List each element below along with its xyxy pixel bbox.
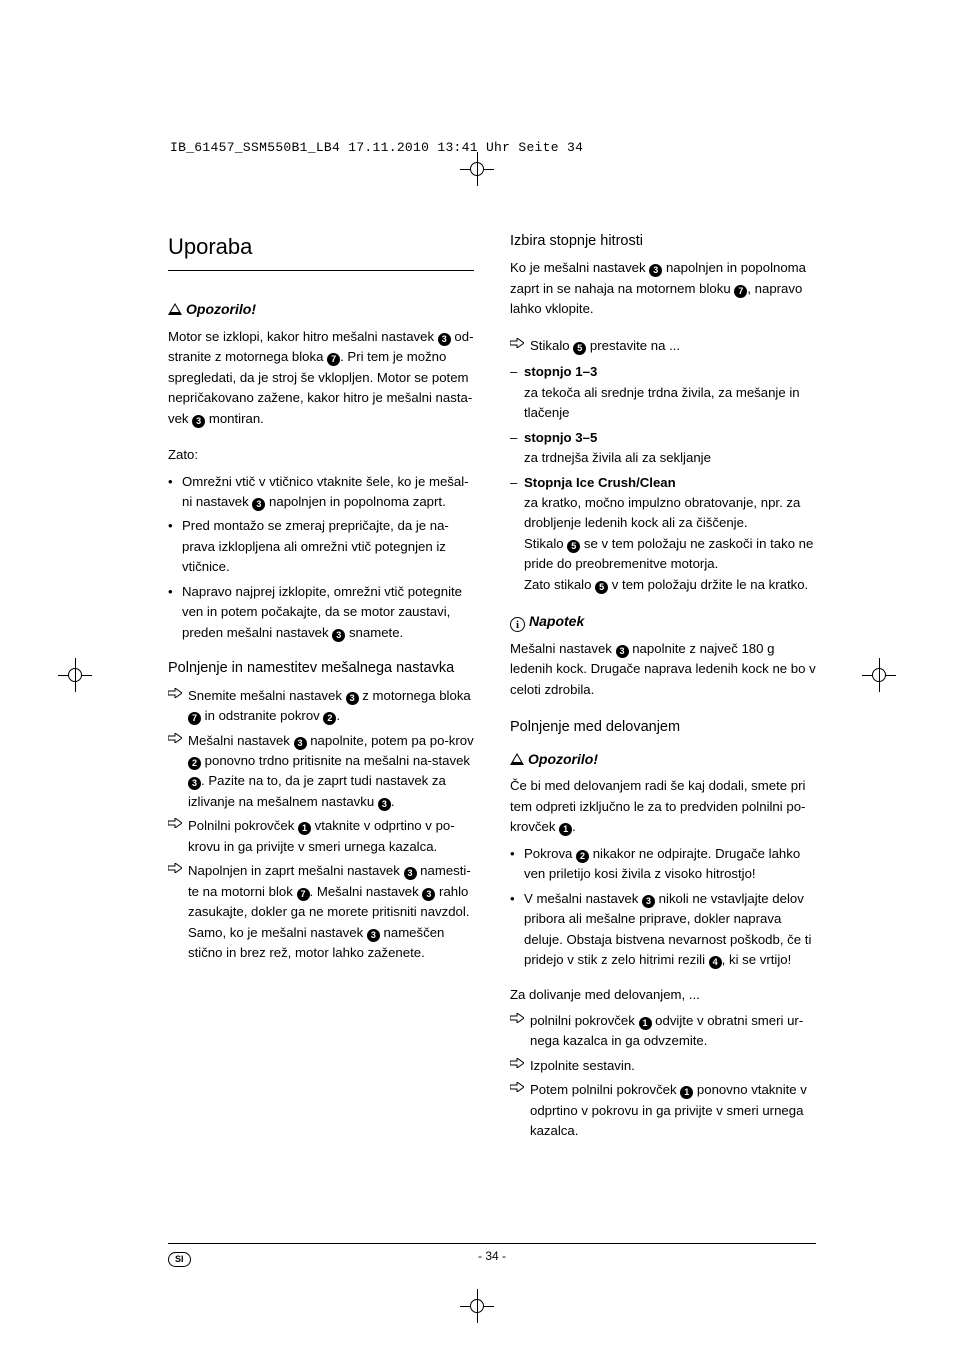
ref-3-icon: 3 xyxy=(192,415,205,428)
ref-1-icon: 1 xyxy=(559,823,572,836)
refill-intro: Za dolivanje med delovanjem, ... xyxy=(510,985,816,1005)
ref-1-icon: 1 xyxy=(298,822,311,835)
ref-3-icon: 3 xyxy=(404,867,417,880)
warning-label: Opozorilo! xyxy=(186,301,256,317)
ref-2-icon: 2 xyxy=(576,850,589,863)
ref-3-icon: 3 xyxy=(332,629,345,642)
step-item: Polnilni pokrovček 1 vtaknite v odprtino… xyxy=(168,816,474,857)
note-text: Mešalni nastavek 3 napolnite z največ 18… xyxy=(510,639,816,700)
warning-text: Če bi med delovanjem radi še kaj dodali,… xyxy=(510,776,816,837)
subheading-fill-running: Polnjenje med delovanjem xyxy=(510,716,816,738)
warning-bullets: Omrežni vtič v vtičnico vtaknite šele, k… xyxy=(168,472,474,644)
rule xyxy=(168,270,474,271)
step-arrow-icon xyxy=(510,1082,524,1092)
step-item: Napolnjen in zaprt mešalni nastavek 3 na… xyxy=(168,861,474,963)
step-item: Snemite mešalni nastavek 3 z motornega b… xyxy=(168,686,474,727)
ref-3-icon: 3 xyxy=(422,888,435,901)
ref-7-icon: 7 xyxy=(188,712,201,725)
warning-heading: Opozorilo! xyxy=(510,749,816,771)
ref-5-icon: 5 xyxy=(573,342,586,355)
step-arrow-icon xyxy=(168,688,182,698)
bullet-item: Pokrova 2 nikakor ne odpirajte. Drugače … xyxy=(510,844,816,885)
ref-3-icon: 3 xyxy=(294,737,307,750)
language-badge: SI xyxy=(168,1252,191,1267)
step-list: Snemite mešalni nastavek 3 z motornega b… xyxy=(168,686,474,964)
subheading-speed: Izbira stopnje hitrosti xyxy=(510,230,816,252)
step-item: Izpolnite sestavin. xyxy=(510,1056,816,1076)
bullet-item: Napravo najprej izklopite, omrežni vtič … xyxy=(168,582,474,643)
ref-3-icon: 3 xyxy=(188,777,201,790)
warning-text: Motor se izklopi, kakor hitro mešalni na… xyxy=(168,327,474,429)
note-label: Napotek xyxy=(529,613,584,629)
ref-3-icon: 3 xyxy=(252,498,265,511)
ref-1-icon: 1 xyxy=(680,1086,693,1099)
ref-7-icon: 7 xyxy=(327,353,340,366)
step-arrow-icon xyxy=(168,863,182,873)
ref-4-icon: 4 xyxy=(709,956,722,969)
level-item: stopnjo 1–3za tekoča ali srednje trdna ž… xyxy=(510,362,816,423)
bullet-item: Omrežni vtič v vtičnico vtaknite šele, k… xyxy=(168,472,474,513)
section-title: Uporaba xyxy=(168,230,474,264)
warning-label: Opozorilo! xyxy=(528,751,598,767)
warning-icon xyxy=(168,303,182,315)
ref-3-icon: 3 xyxy=(367,929,380,942)
bullet-item: Pred montažo se zmeraj prepričajte, da j… xyxy=(168,516,474,577)
ref-2-icon: 2 xyxy=(323,712,336,725)
info-icon: i xyxy=(510,617,525,632)
ref-3-icon: 3 xyxy=(616,645,629,658)
step-item: polnilni pokrovček 1 odvijte v obratni s… xyxy=(510,1011,816,1052)
ref-3-icon: 3 xyxy=(346,692,359,705)
warning-icon xyxy=(510,753,524,765)
warning-bullets: Pokrova 2 nikakor ne odpirajte. Drugače … xyxy=(510,844,816,971)
ref-1-icon: 1 xyxy=(639,1017,652,1030)
crop-mark-top xyxy=(460,152,494,186)
warning-heading: Opozorilo! xyxy=(168,299,474,321)
step-arrow-icon xyxy=(510,338,524,348)
note-heading: i Napotek xyxy=(510,611,816,633)
step-arrow-icon xyxy=(510,1058,524,1068)
crop-mark-left xyxy=(58,658,92,692)
level-item: Stopnja Ice Crush/Clean za kratko, močno… xyxy=(510,473,816,596)
ref-3-icon: 3 xyxy=(642,895,655,908)
ref-5-icon: 5 xyxy=(567,540,580,553)
bullet-item: V mešalni nastavek 3 nikoli ne vstavljaj… xyxy=(510,889,816,971)
speed-intro: Ko je mešalni nastavek 3 napolnjen in po… xyxy=(510,258,816,319)
zato-label: Zato: xyxy=(168,445,474,465)
switch-step: Stikalo 5 prestavite na ... xyxy=(510,336,816,356)
step-arrow-icon xyxy=(168,818,182,828)
ref-5-icon: 5 xyxy=(595,581,608,594)
page-number: - 34 - xyxy=(478,1249,506,1263)
crop-mark-bottom xyxy=(460,1289,494,1323)
step-item: Potem polnilni pokrovček 1 ponovno vtakn… xyxy=(510,1080,816,1141)
page-footer: SI - 34 - xyxy=(168,1243,816,1263)
ref-7-icon: 7 xyxy=(297,888,310,901)
right-column: Izbira stopnje hitrosti Ko je mešalni na… xyxy=(510,230,816,1146)
left-column: Uporaba Opozorilo! Motor se izklopi, kak… xyxy=(168,230,474,1146)
step-arrow-icon xyxy=(510,1013,524,1023)
refill-steps: polnilni pokrovček 1 odvijte v obratni s… xyxy=(510,1011,816,1142)
step-item: Stikalo 5 prestavite na ... xyxy=(510,336,816,356)
ref-3-icon: 3 xyxy=(438,333,451,346)
subheading-fill-install: Polnjenje in namestitev mešalnega nastav… xyxy=(168,657,474,679)
speed-levels: stopnjo 1–3za tekoča ali srednje trdna ž… xyxy=(510,362,816,595)
crop-mark-right xyxy=(862,658,896,692)
step-arrow-icon xyxy=(168,733,182,743)
ref-3-icon: 3 xyxy=(378,798,391,811)
ref-2-icon: 2 xyxy=(188,757,201,770)
level-item: stopnjo 3–5za trdnejša živila ali za sek… xyxy=(510,428,816,469)
print-header: IB_61457_SSM550B1_LB4 17.11.2010 13:41 U… xyxy=(170,140,583,155)
step-item: Mešalni nastavek 3 napolnite, potem pa p… xyxy=(168,731,474,813)
ref-3-icon: 3 xyxy=(649,264,662,277)
ref-7-icon: 7 xyxy=(734,285,747,298)
